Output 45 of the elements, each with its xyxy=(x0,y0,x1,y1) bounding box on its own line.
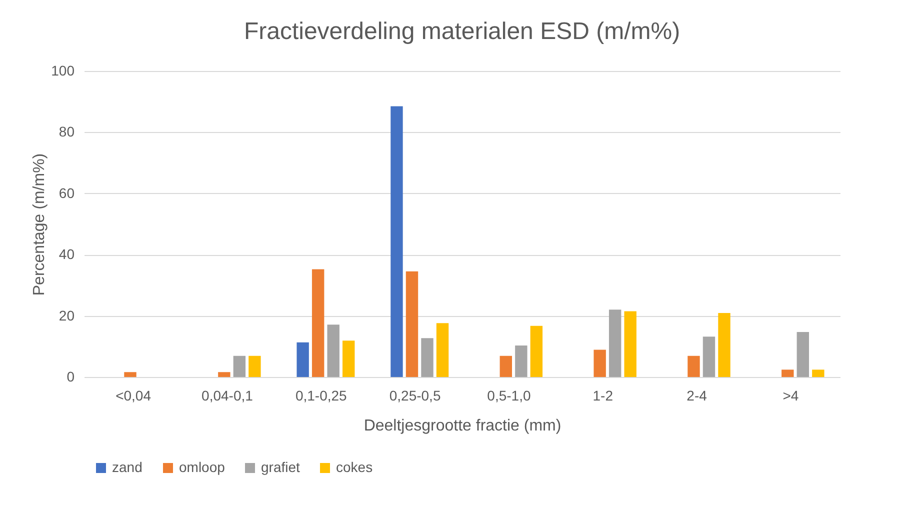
x-tick-label: <0,04 xyxy=(116,388,152,404)
y-tick-label: 100 xyxy=(51,62,75,78)
bar xyxy=(702,336,716,377)
x-tick-label: 0,25-0,5 xyxy=(389,388,441,404)
legend-label: zand xyxy=(112,459,142,475)
legend-label: grafiet xyxy=(261,459,300,475)
y-tick-label: 40 xyxy=(58,246,75,262)
bar xyxy=(296,342,309,377)
y-tick-label: 80 xyxy=(58,124,75,140)
bar xyxy=(515,345,528,377)
bar xyxy=(124,372,136,377)
bar xyxy=(688,356,700,377)
bar xyxy=(436,323,449,377)
legend-label: cokes xyxy=(336,459,373,475)
bar xyxy=(594,350,606,377)
y-tick-label: 20 xyxy=(58,307,75,324)
bar xyxy=(796,332,810,377)
x-tick-label: 1-2 xyxy=(592,388,614,404)
x-tick-label: 0,1-0,25 xyxy=(295,388,348,404)
bar xyxy=(608,310,622,377)
bar xyxy=(624,311,636,377)
bar xyxy=(718,313,730,377)
bar xyxy=(421,338,434,377)
bar xyxy=(390,106,403,377)
x-tick-label: >4 xyxy=(782,388,799,404)
bar xyxy=(500,356,512,377)
x-tick-label: 2-4 xyxy=(686,388,708,404)
bar xyxy=(248,356,261,377)
bar xyxy=(782,370,794,377)
y-tick-label: 0 xyxy=(66,368,75,384)
x-tick-label: 0,04-0,1 xyxy=(202,388,254,404)
bar xyxy=(218,372,230,377)
legend-label: omloop xyxy=(179,459,226,475)
bar xyxy=(342,340,355,377)
bar xyxy=(530,326,543,377)
bar xyxy=(406,271,418,377)
x-tick-label: 0,5-1,0 xyxy=(487,388,531,404)
x-axis-title: Deeltjesgrootte fractie (mm) xyxy=(364,418,562,434)
bar xyxy=(312,269,324,377)
bar xyxy=(812,370,824,377)
y-axis-title: Percentage (m/m%) xyxy=(31,153,48,296)
bar xyxy=(233,356,246,377)
y-tick-label: 60 xyxy=(58,184,75,201)
bar xyxy=(327,324,340,377)
chart-title: Fractieverdeling materialen ESD (m/m%) xyxy=(244,18,680,45)
